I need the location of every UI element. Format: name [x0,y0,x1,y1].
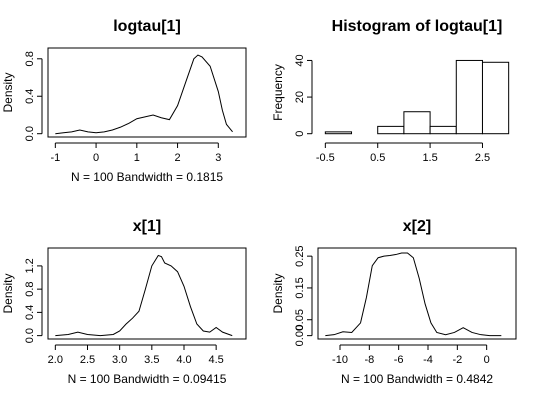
y-tick-label: 0.05 [294,309,306,330]
x-tick-label: 2.0 [48,354,63,366]
y-tick-label: 40 [294,54,306,66]
x-tick-label: 0 [93,152,99,164]
panel-4 [307,247,517,350]
x-tick-label: -2 [452,354,462,366]
y-tick-label: 0.0 [24,126,36,141]
x-axis-label: N = 100 Bandwidth = 0.4842 [341,372,493,386]
x-axis-label: N = 100 Bandwidth = 0.1815 [71,170,223,184]
x-axis-label: N = 100 Bandwidth = 0.09415 [68,372,227,386]
histogram-bar [481,61,510,135]
x-tick-label: 4.5 [209,354,224,366]
plot-frame [317,247,517,340]
x-tick-label: -6 [394,354,404,366]
x-tick-label: -8 [364,354,374,366]
x-tick-label: 2.5 [80,354,95,366]
y-axis-label: Density [1,273,15,313]
y-tick-label: 0.8 [24,281,36,296]
y-tick-label: 0.4 [24,89,36,104]
y-tick-label: 0.4 [24,305,36,320]
density-curve [325,252,502,337]
chart-title: x[2] [403,218,431,235]
plot-frame [47,247,247,340]
x-tick-label: -1 [50,152,60,164]
x-tick-label: -0.5 [316,152,335,164]
y-tick-label: 0.0 [24,328,36,343]
y-axis-label: Density [271,273,285,313]
x-tick-label: 3.5 [144,354,159,366]
x-tick-label: 1 [134,152,140,164]
y-axis-label: Density [1,72,15,112]
y-axis-label: Frequency [271,64,285,121]
x-tick-label: 3.0 [112,354,127,366]
histogram-bar [377,125,405,135]
histogram-bar [324,131,353,135]
chart-title: Histogram of logtau[1] [332,18,503,35]
histogram-bar [429,125,457,135]
plot-frame [47,47,247,138]
panel-1 [37,47,247,148]
y-tick-label: 0.00 [294,325,306,346]
chart-title: logtau[1] [113,18,181,35]
y-tick-label: 1.2 [24,258,36,273]
panel-2 [307,59,510,148]
x-tick-label: 1.5 [422,152,437,164]
x-tick-label: 0.5 [370,152,385,164]
x-tick-label: 4.0 [176,354,191,366]
y-tick-label: 20 [294,91,306,103]
y-tick-label: 0.8 [24,51,36,66]
x-tick-label: 0 [484,354,490,366]
x-tick-label: 3 [215,152,221,164]
x-tick-label: 2.5 [475,152,490,164]
histogram-bar [455,59,483,135]
histogram-bar [403,111,431,135]
x-tick-label: -4 [423,354,433,366]
y-tick-label: 0.15 [294,277,306,298]
x-tick-label: -10 [332,354,348,366]
panel-3 [37,247,247,350]
x-tick-label: 2 [174,152,180,164]
density-curve [55,254,233,337]
y-tick-label: 0.25 [294,245,306,266]
y-tick-label: 0 [294,131,306,137]
density-curve [55,54,233,135]
chart-title: x[1] [133,218,161,235]
